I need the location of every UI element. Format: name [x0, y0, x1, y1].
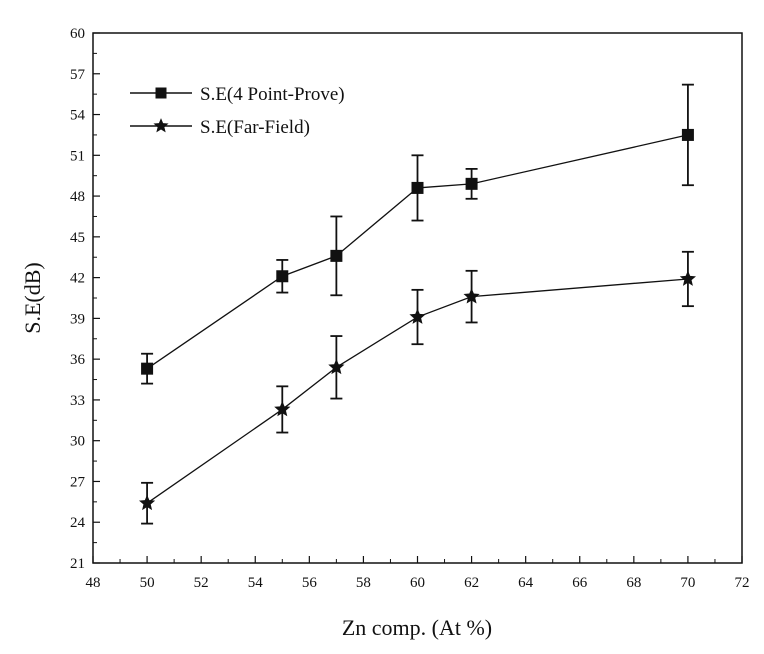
y-tick-label: 45 — [70, 230, 85, 246]
star-marker — [679, 270, 696, 286]
legend: S.E(4 Point-Prove) S.E(Far-Field) — [130, 84, 345, 138]
star-marker — [328, 358, 345, 375]
x-tick-label: 54 — [248, 575, 264, 591]
x-tick-label: 66 — [572, 575, 588, 591]
y-tick-label: 57 — [70, 67, 86, 83]
legend-label: S.E(4 Point-Prove) — [200, 84, 345, 105]
series-2 — [139, 250, 696, 525]
square-marker — [681, 128, 694, 141]
square-marker — [330, 249, 343, 262]
star-marker — [139, 494, 156, 511]
x-tick-label: 62 — [464, 575, 479, 591]
y-tick-label: 54 — [70, 108, 86, 124]
y-axis: 21 24 27 30 33 36 39 42 45 48 51 54 57 60 — [70, 26, 100, 572]
y-tick-label: 30 — [70, 434, 85, 450]
y-axis-label: S.E(dB) — [20, 262, 45, 334]
x-tick-label: 68 — [626, 575, 641, 591]
x-tick-label: 52 — [194, 575, 209, 591]
x-tick-label: 50 — [140, 575, 155, 591]
y-tick-label: 48 — [70, 189, 85, 205]
square-marker — [465, 177, 478, 190]
y-tick-label: 51 — [70, 148, 85, 164]
x-tick-label: 58 — [356, 575, 371, 591]
star-marker — [274, 400, 291, 417]
square-marker — [141, 362, 154, 375]
star-marker — [463, 288, 480, 304]
y-tick-label: 39 — [70, 311, 85, 327]
x-tick-label: 56 — [302, 575, 318, 591]
x-axis-label: Zn comp. (At %) — [342, 615, 492, 640]
x-axis: 48 50 52 54 56 58 60 62 64 66 68 70 72 — [86, 556, 750, 591]
star-marker — [153, 118, 169, 133]
series-line — [146, 134, 689, 370]
x-tick-label: 72 — [735, 575, 750, 591]
square-marker — [411, 181, 424, 194]
y-tick-label: 42 — [70, 271, 85, 287]
x-tick-label: 48 — [86, 575, 101, 591]
x-tick-label: 64 — [518, 575, 534, 591]
series-layer — [139, 83, 696, 525]
series-line — [146, 278, 688, 504]
square-marker — [155, 87, 167, 99]
star-marker — [409, 308, 426, 324]
square-marker — [276, 270, 289, 283]
y-tick-label: 24 — [70, 515, 86, 531]
series-1 — [141, 83, 694, 385]
y-tick-label: 36 — [70, 352, 86, 368]
x-tick-label: 60 — [410, 575, 425, 591]
legend-label: S.E(Far-Field) — [200, 117, 310, 138]
y-tick-label: 33 — [70, 393, 85, 409]
y-tick-label: 27 — [70, 474, 86, 490]
y-tick-label: 60 — [70, 26, 85, 42]
x-tick-label: 70 — [680, 575, 695, 591]
y-tick-label: 21 — [70, 556, 85, 572]
